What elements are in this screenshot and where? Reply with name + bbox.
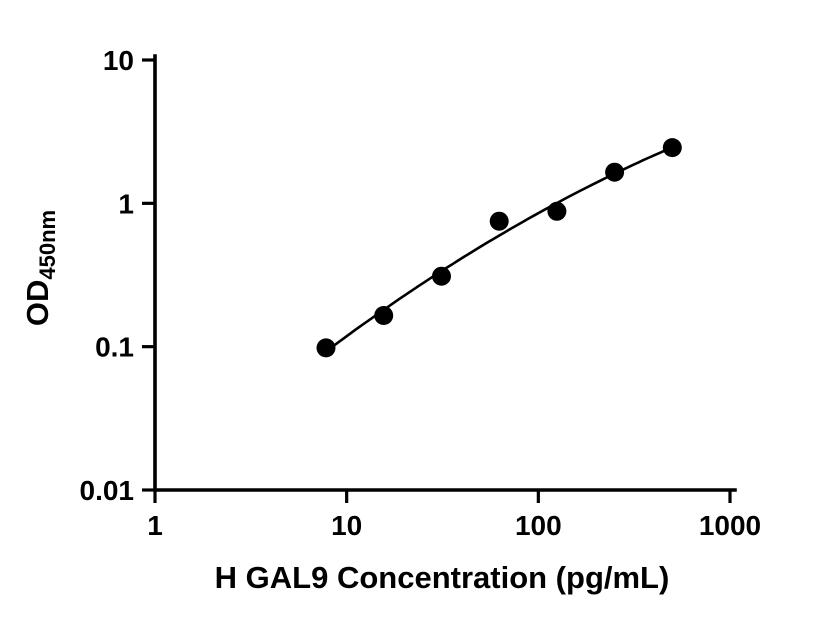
data-point [662, 138, 682, 158]
data-point [547, 201, 567, 221]
y-tick-labels: 10 1 0.1 0.01 [80, 45, 135, 506]
x-tick-label: 10 [331, 510, 362, 541]
x-tick-label: 1000 [699, 510, 761, 541]
y-tick-label: 10 [103, 45, 134, 76]
data-point [374, 306, 394, 325]
y-tick-label: 0.1 [95, 332, 134, 363]
data-point [432, 266, 451, 286]
y-tick-label: 1 [118, 188, 134, 219]
data-points [316, 138, 682, 358]
x-axis-title: H GAL9 Concentration (pg/mL) [215, 560, 670, 595]
x-tick-labels: 1 10 100 1000 [147, 510, 761, 541]
y-axis-ticks [142, 58, 155, 492]
data-point [489, 211, 509, 231]
x-tick-label: 1 [147, 510, 163, 541]
y-axis-title-main: OD [20, 280, 55, 327]
y-tick-label: 0.01 [80, 475, 135, 506]
data-point [316, 338, 336, 358]
y-axis-title: OD450nm [20, 210, 60, 326]
data-point [605, 162, 625, 182]
x-tick-label: 100 [515, 510, 562, 541]
x-axis-ticks [153, 490, 732, 503]
y-axis-title-subscript: 450nm [35, 210, 60, 280]
